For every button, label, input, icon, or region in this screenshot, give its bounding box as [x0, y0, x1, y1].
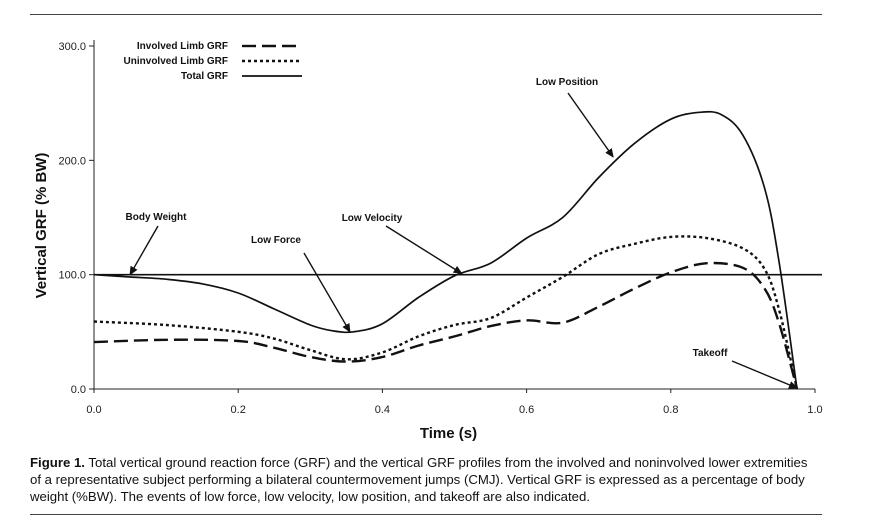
annotation-arrow-body-weight — [129, 225, 159, 276]
caption-label: Figure 1. — [30, 455, 85, 470]
x-tick-label: 1.0 — [807, 404, 822, 416]
series-uninvolved-limb-grf-line — [93, 235, 799, 390]
annotation-arrow-low-position — [567, 92, 614, 158]
annotation-arrow-low-force — [303, 252, 351, 333]
annotation-arrow-takeoff — [731, 360, 798, 389]
x-tick-label: 0.0 — [86, 404, 101, 416]
caption-text: Total vertical ground reaction force (GR… — [30, 455, 808, 504]
y-tick-label: 0.0 — [71, 384, 86, 396]
y-tick-label: 100.0 — [58, 270, 86, 282]
legend-label-uninvolved-limb-grf: Uninvolved Limb GRF — [124, 56, 228, 67]
bottom-rule — [30, 514, 822, 515]
grf-line-chart: 0.0 100.0 200.0 300.0 0.0 0.2 0.4 0.6 0.8 1.0 Time… — [33, 40, 823, 442]
annotation-label-takeoff: Takeoff — [693, 348, 728, 359]
y-tick-label: 300.0 — [58, 41, 86, 53]
y-tick-label: 200.0 — [58, 155, 86, 167]
y-axis-title: Vertical GRF (% BW) — [33, 153, 50, 299]
annotation-label-low-position: Low Position — [536, 77, 598, 88]
x-tick-label: 0.6 — [519, 404, 534, 416]
legend-label-involved-limb-grf: Involved Limb GRF — [137, 41, 228, 52]
annotation-label-body-weight: Body Weight — [126, 212, 188, 223]
x-axis-title: Time (s) — [420, 425, 477, 442]
top-rule — [30, 14, 822, 15]
legend-label-total-grf: Total GRF — [181, 71, 228, 82]
figure-caption: Figure 1. Total vertical ground reaction… — [30, 454, 822, 505]
annotation-label-low-velocity: Low Velocity — [342, 213, 403, 224]
x-tick-label: 0.2 — [231, 404, 246, 416]
series-involved-limb-grf-line — [93, 261, 799, 390]
annotation-arrow-low-velocity — [385, 225, 463, 275]
x-tick-label: 0.8 — [663, 404, 678, 416]
annotation-label-low-force: Low Force — [251, 235, 301, 246]
series-total-grf-line — [93, 110, 798, 390]
x-tick-label: 0.4 — [375, 404, 390, 416]
